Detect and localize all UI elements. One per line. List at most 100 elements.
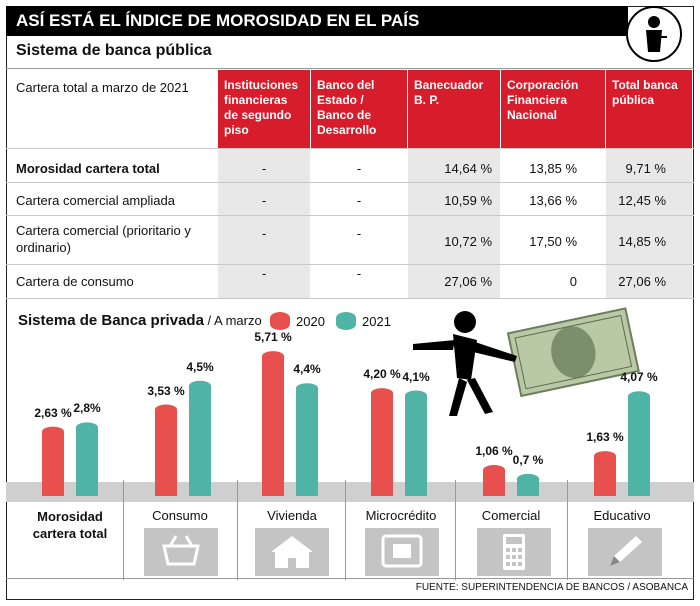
row-label: Cartera comercial (prioritario y ordinar… (16, 223, 191, 255)
calculator-icon (477, 528, 551, 576)
table-cell: 14,64 % (444, 161, 492, 176)
value-label: 0,7 % (512, 452, 544, 467)
category-label: Educativo (593, 508, 651, 523)
value-label: 4,07 % (620, 370, 658, 385)
value-label: 1,63 % (586, 430, 624, 445)
table-header: Total banca pública (606, 70, 692, 148)
value-label: 4,5% (186, 359, 214, 374)
value-label: 3,53 % (147, 383, 185, 398)
row-divider (6, 215, 694, 216)
table-cell: 12,45 % (618, 193, 666, 208)
bar-cap-2020-1 (155, 404, 177, 415)
table-corner-label: Cartera total a marzo de 2021 (16, 80, 189, 95)
value-label: 4,1% (402, 369, 430, 384)
bar-2020-2 (262, 356, 284, 496)
value-label: 4,20 % (363, 367, 401, 382)
column-divider (123, 480, 124, 580)
bar-2021-5 (628, 396, 650, 496)
row-divider (6, 264, 694, 265)
bar-cap-2020-5 (594, 451, 616, 462)
legend-swatch-2021 (336, 312, 356, 330)
bar-2020-3 (371, 393, 393, 496)
category-label: Morosidad cartera total (32, 509, 108, 541)
category-label: Microcrédito (365, 508, 437, 523)
row-label: Cartera de consumo (16, 274, 134, 289)
bar-cap-2020-2 (262, 351, 284, 362)
bar-cap-2021-1 (189, 380, 211, 391)
row-divider (6, 148, 694, 149)
basket-icon (144, 528, 218, 576)
table-cell: 27,06 % (618, 274, 666, 289)
legend-label-2020: 2020 (296, 314, 325, 329)
bar-2021-2 (296, 388, 318, 496)
table-cell: - (356, 193, 362, 208)
source-note: FUENTE: SUPERINTENDENCIA DE BANCOS / ASO… (415, 582, 688, 593)
bar-cap-2021-3 (405, 390, 427, 401)
column-divider (567, 480, 568, 580)
atm-icon (365, 528, 439, 576)
column-divider (345, 480, 346, 580)
brand-logo-icon (626, 6, 682, 62)
table-cell: 17,50 % (529, 234, 577, 249)
gray-column (408, 148, 500, 298)
table-header: Banecuador B. P. (408, 70, 500, 148)
table-cell: - (261, 266, 267, 281)
page-title: ASÍ ESTÁ EL ÍNDICE DE MOROSIDAD EN EL PA… (6, 6, 628, 36)
table-cell: - (356, 161, 362, 176)
bar-2020-5 (594, 456, 616, 496)
category-label: Consumo (152, 508, 208, 523)
divider (6, 578, 694, 579)
bar-cap-2021-4 (517, 473, 539, 484)
category-label: Vivienda (267, 508, 317, 523)
bar-cap-2020-4 (483, 465, 505, 476)
table-cell: - (261, 161, 267, 176)
value-label: 2,63 % (34, 405, 72, 420)
category-label: Comercial (481, 508, 541, 523)
bar-cap-2020-3 (371, 388, 393, 399)
table-cell: 27,06 % (444, 274, 492, 289)
table-header: Instituciones financieras de segundo pis… (218, 70, 310, 148)
public-bank-subtitle: Sistema de banca pública (16, 42, 212, 59)
table-cell: 10,59 % (444, 193, 492, 208)
house-icon (255, 528, 329, 576)
bar-cap-2021-5 (628, 391, 650, 402)
table-header: Corporación Financiera Nacional (501, 70, 605, 148)
legend-label-2021: 2021 (362, 314, 391, 329)
table-cell: - (356, 226, 362, 241)
table-cell: - (356, 266, 362, 281)
value-label: 1,06 % (475, 444, 513, 459)
bar-2021-1 (189, 385, 211, 496)
value-label: 4,4% (293, 362, 321, 377)
column-divider (455, 480, 456, 580)
table-cell: 9,71 % (625, 161, 666, 176)
column-divider (237, 480, 238, 580)
bar-cap-2021-2 (296, 383, 318, 394)
bar-cap-2020-0 (42, 426, 64, 437)
private-bank-title: Sistema de Banca privada / A marzo (18, 312, 262, 329)
table-cell: 13,66 % (529, 193, 577, 208)
row-divider (6, 182, 694, 183)
row-label: Morosidad cartera total (16, 161, 160, 176)
table-cell: 14,85 % (618, 234, 666, 249)
table-cell: 10,72 % (444, 234, 492, 249)
divider (6, 68, 694, 69)
value-label: 2,8% (73, 401, 101, 416)
bar-cap-2021-0 (76, 422, 98, 433)
bar-2020-0 (42, 431, 64, 496)
bar-2020-4 (483, 470, 505, 496)
row-label: Cartera comercial ampliada (16, 193, 175, 208)
bar-2021-0 (76, 427, 98, 496)
row-divider (6, 298, 694, 299)
legend-swatch-2020 (270, 312, 290, 330)
man-with-money-illustration (413, 307, 640, 416)
table-cell: - (261, 226, 267, 241)
table-cell: - (261, 193, 267, 208)
table-cell: 13,85 % (529, 161, 577, 176)
value-label: 5,71 % (254, 330, 292, 345)
gray-column (606, 148, 692, 298)
table-cell: 0 (569, 274, 577, 289)
table-header: Banco del Estado / Banco de Desarrollo (311, 70, 407, 148)
pencil-icon (588, 528, 662, 576)
gray-column (218, 148, 310, 298)
